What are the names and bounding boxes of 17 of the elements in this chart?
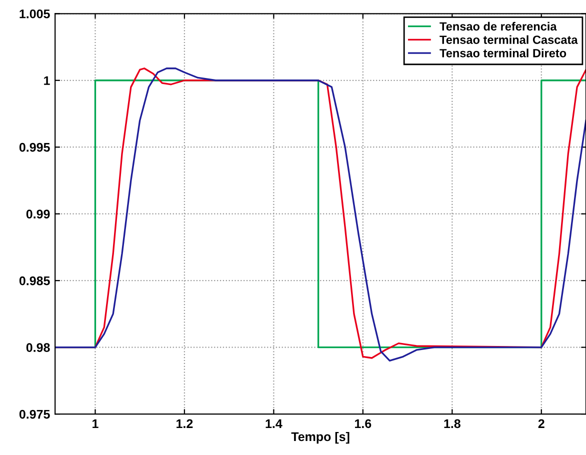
y-tick-label: 0.99 bbox=[26, 210, 50, 218]
legend-label: Tensao terminal Direto bbox=[440, 48, 566, 58]
y-tick-label: 0.985 bbox=[19, 276, 50, 286]
x-tick-label: 1 bbox=[92, 419, 98, 428]
legend-label: Tensao de referencia bbox=[440, 22, 557, 31]
y-tick-label: 0.98 bbox=[26, 343, 50, 352]
y-tick-label: 0.975 bbox=[19, 410, 50, 419]
x-tick-label: 2 bbox=[538, 419, 544, 428]
x-axis-title: Tempo [s] bbox=[291, 432, 350, 444]
x-tick-label: 1.2 bbox=[176, 419, 193, 428]
y-tick-label: 1 bbox=[44, 76, 50, 85]
legend-label: Tensao terminal Cascata bbox=[440, 35, 578, 44]
y-tick-label: 0.995 bbox=[19, 142, 50, 152]
x-tick-label: 1.6 bbox=[355, 419, 372, 428]
x-tick-label: 1.8 bbox=[444, 419, 460, 428]
y-tick-label: 1.005 bbox=[20, 9, 50, 18]
x-tick-label: 1.4 bbox=[266, 419, 282, 428]
